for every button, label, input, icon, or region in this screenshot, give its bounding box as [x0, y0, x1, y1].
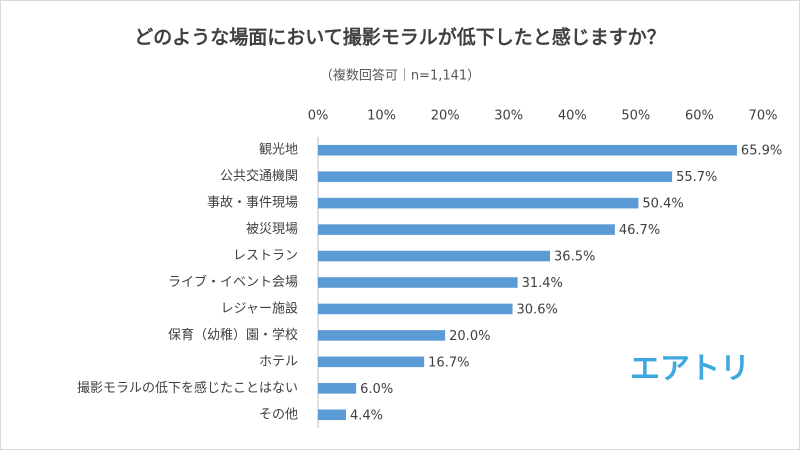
bar — [318, 409, 346, 421]
value-label: 30.6% — [517, 302, 558, 317]
value-label: 55.7% — [676, 170, 717, 185]
x-tick-label: 30% — [494, 109, 523, 124]
y-tick-label: 観光地 — [259, 143, 298, 158]
y-tick-label: 公共交通機関 — [220, 168, 298, 184]
bar — [318, 197, 639, 209]
y-tick-label: 被災現場 — [246, 222, 298, 237]
value-label: 20.0% — [449, 329, 490, 344]
value-label: 31.4% — [522, 276, 563, 291]
chart-title: どのような場面において撮影モラルが低下したと感じますか？ — [134, 26, 665, 49]
bar — [318, 383, 357, 394]
y-tick-label: 保育（幼稚）園・学校 — [168, 327, 298, 343]
y-tick-label: その他 — [259, 407, 298, 422]
bar — [318, 224, 615, 235]
bar — [318, 144, 737, 156]
x-tick-label: 60% — [685, 109, 714, 124]
y-tick-label: 事故・事件現場 — [207, 196, 298, 211]
y-tick-label: ホテル — [259, 354, 298, 369]
logo: エアトリ — [630, 352, 750, 387]
y-tick-label: レジャー施設 — [221, 300, 298, 316]
bar — [318, 356, 425, 368]
value-label: 4.4% — [350, 408, 383, 423]
y-tick-label: レストラン — [233, 249, 298, 264]
x-tick-label: 40% — [558, 109, 587, 124]
value-label: 16.7% — [428, 355, 469, 370]
x-tick-label: 20% — [431, 109, 460, 124]
value-label: 50.4% — [642, 197, 683, 212]
bar — [318, 330, 446, 341]
value-label: 65.9% — [741, 144, 782, 159]
chart-subtitle: （複数回答可｜n=1,141） — [320, 68, 480, 84]
x-tick-label: 50% — [621, 109, 650, 124]
bar — [318, 277, 518, 288]
y-tick-label: 撮影モラルの低下を感じたことはない — [77, 380, 298, 396]
value-label: 6.0% — [360, 382, 393, 397]
bar — [318, 171, 673, 182]
value-label: 46.7% — [619, 223, 660, 238]
bar — [318, 303, 513, 315]
bar — [318, 250, 551, 262]
x-tick-label: 70% — [749, 109, 778, 124]
value-label: 36.5% — [554, 250, 595, 265]
y-tick-label: ライブ・イベント会場 — [168, 274, 298, 290]
x-tick-label: 0% — [308, 109, 329, 124]
x-tick-label: 10% — [367, 109, 396, 124]
